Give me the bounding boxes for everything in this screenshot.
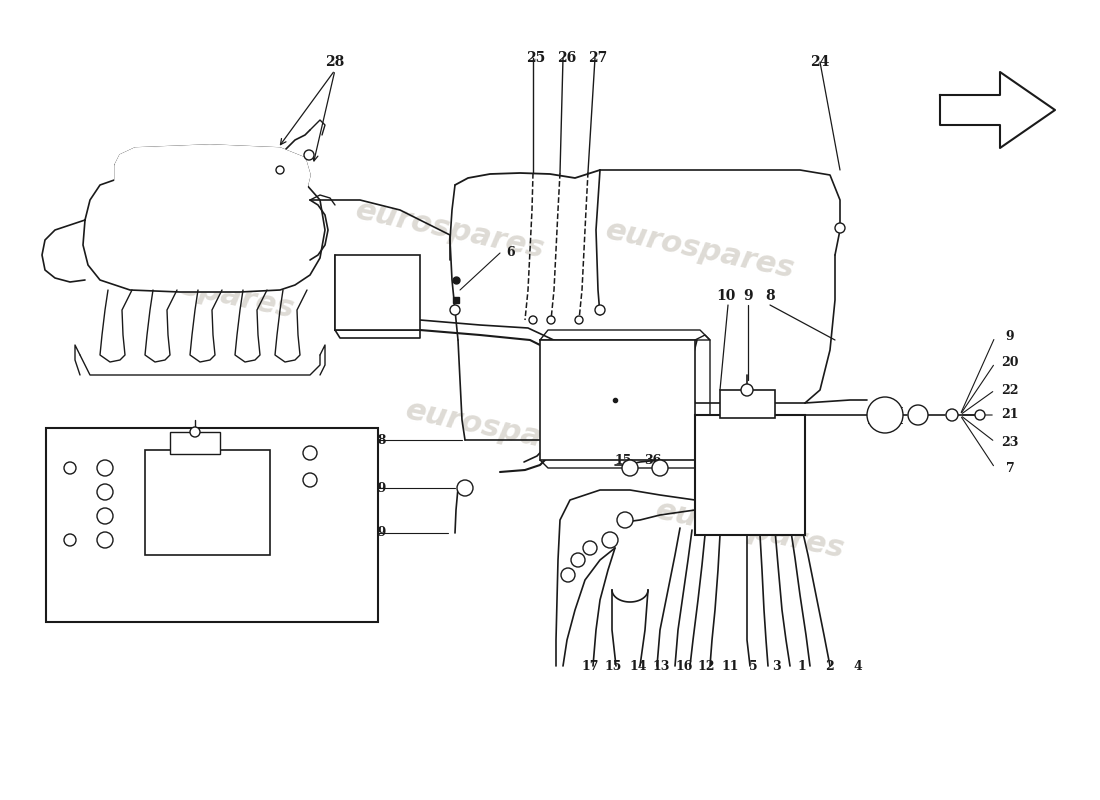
Polygon shape (116, 145, 310, 200)
Text: 21: 21 (1001, 409, 1019, 422)
Text: eurospares: eurospares (403, 396, 597, 464)
Text: 8: 8 (290, 466, 298, 478)
Polygon shape (940, 72, 1055, 148)
Text: 4: 4 (854, 659, 862, 673)
Circle shape (583, 541, 597, 555)
FancyBboxPatch shape (46, 428, 378, 622)
Text: 27: 27 (588, 51, 607, 65)
Text: eurospares: eurospares (353, 196, 548, 264)
Text: eurospares: eurospares (603, 216, 798, 284)
Text: 10: 10 (716, 289, 736, 303)
Circle shape (908, 405, 928, 425)
Circle shape (571, 553, 585, 567)
Circle shape (302, 446, 317, 460)
Text: 28: 28 (326, 55, 344, 69)
Circle shape (64, 534, 76, 546)
Circle shape (456, 480, 473, 496)
Text: 8: 8 (766, 289, 774, 303)
Text: 13: 13 (652, 659, 670, 673)
Circle shape (741, 384, 754, 396)
Circle shape (97, 532, 113, 548)
Text: 15: 15 (614, 454, 631, 466)
Circle shape (621, 460, 638, 476)
Text: 33: 33 (59, 583, 77, 597)
Text: 19: 19 (370, 526, 387, 539)
Text: eurospares: eurospares (153, 516, 348, 584)
Text: eurospares: eurospares (102, 256, 297, 324)
Text: 3: 3 (244, 583, 252, 597)
Circle shape (547, 316, 556, 324)
Text: 16: 16 (675, 659, 693, 673)
Circle shape (575, 316, 583, 324)
Circle shape (529, 316, 537, 324)
Circle shape (64, 462, 76, 474)
Circle shape (617, 512, 632, 528)
Text: eurospares: eurospares (652, 496, 847, 564)
Circle shape (302, 473, 317, 487)
Circle shape (190, 427, 200, 437)
Text: 29: 29 (370, 482, 387, 494)
Text: 11: 11 (722, 659, 739, 673)
Circle shape (97, 460, 113, 476)
Text: 34: 34 (206, 583, 222, 597)
Bar (720, 390, 775, 418)
Text: 26: 26 (558, 51, 576, 65)
Text: 25: 25 (527, 51, 546, 65)
Text: 24: 24 (811, 55, 829, 69)
Text: 9: 9 (1005, 330, 1014, 343)
Circle shape (276, 166, 284, 174)
Text: 18: 18 (370, 434, 387, 446)
Text: 30: 30 (177, 438, 195, 451)
Text: 35: 35 (169, 583, 187, 597)
Text: 3: 3 (772, 659, 780, 673)
Text: 1: 1 (798, 659, 806, 673)
Text: 17: 17 (581, 659, 598, 673)
Bar (540, 340, 695, 460)
Circle shape (304, 150, 313, 160)
Text: 31: 31 (94, 583, 111, 597)
Text: 15: 15 (604, 659, 622, 673)
Circle shape (835, 223, 845, 233)
Circle shape (450, 305, 460, 315)
Circle shape (97, 484, 113, 500)
Polygon shape (82, 173, 324, 292)
Circle shape (561, 568, 575, 582)
Circle shape (602, 532, 618, 548)
Circle shape (97, 508, 113, 524)
Circle shape (595, 305, 605, 315)
Text: 30: 30 (131, 583, 149, 597)
Bar (170, 432, 220, 454)
Text: 32: 32 (66, 438, 84, 451)
Text: 20: 20 (1001, 357, 1019, 370)
Bar (145, 450, 270, 555)
Text: 7: 7 (1005, 462, 1014, 474)
Text: 31: 31 (131, 438, 149, 451)
Text: 9: 9 (744, 289, 752, 303)
Text: 12: 12 (697, 659, 715, 673)
Text: 5: 5 (749, 659, 757, 673)
Bar (336, 255, 420, 330)
Circle shape (975, 410, 984, 420)
Text: 14: 14 (629, 659, 647, 673)
Text: 17: 17 (98, 438, 116, 451)
Text: Versione SA – SA Version: Versione SA – SA Version (94, 605, 287, 619)
Text: 22: 22 (1001, 383, 1019, 397)
Circle shape (652, 460, 668, 476)
Bar (695, 415, 805, 535)
Text: 36: 36 (645, 454, 661, 466)
Circle shape (867, 397, 903, 433)
Circle shape (946, 409, 958, 421)
Text: 2: 2 (825, 659, 834, 673)
Text: 6: 6 (507, 246, 515, 259)
Text: 23: 23 (1001, 435, 1019, 449)
